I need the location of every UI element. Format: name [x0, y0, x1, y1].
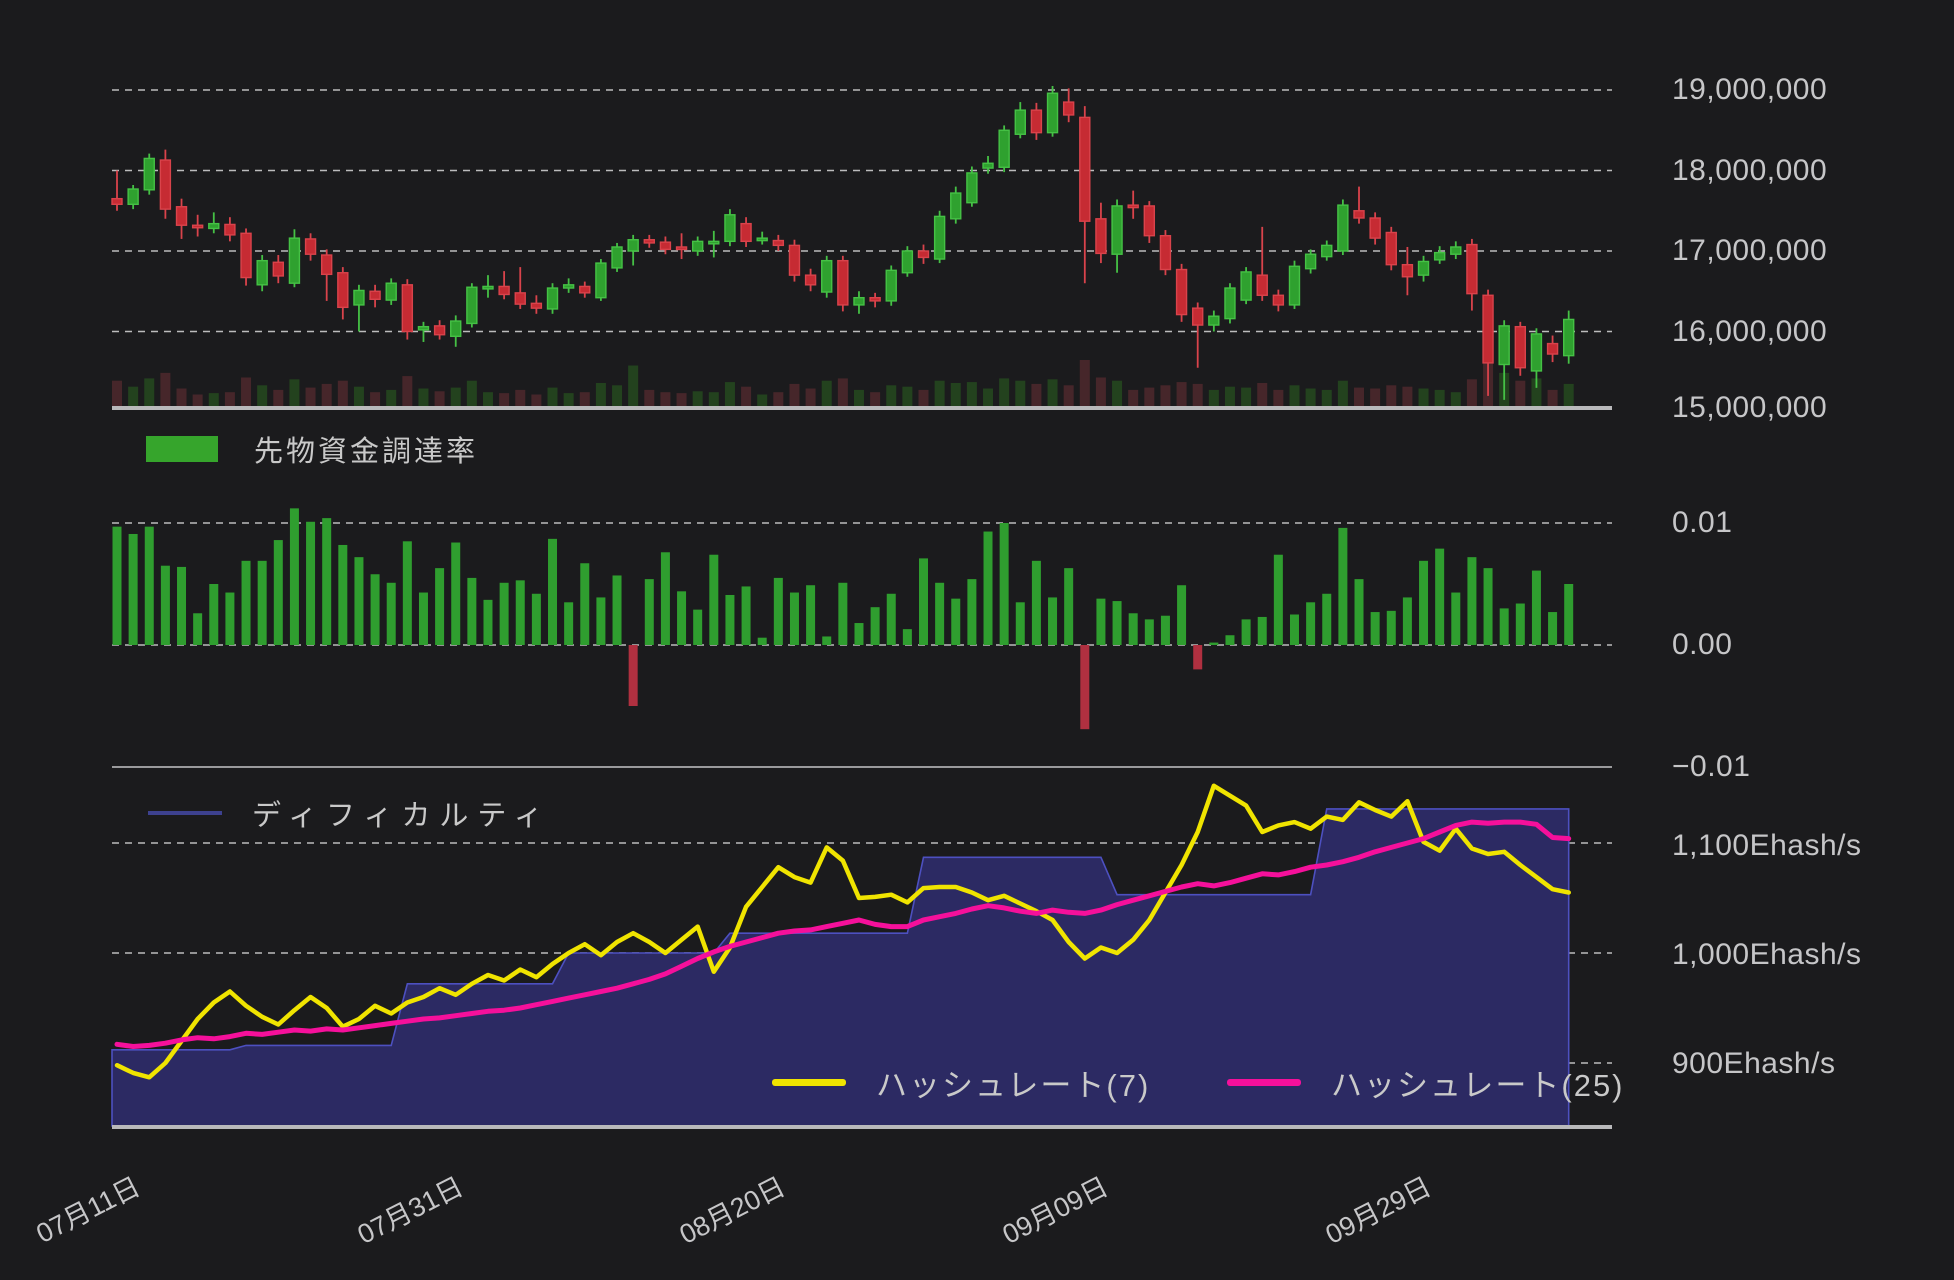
- funding-axis-tick: −0.01: [1672, 750, 1751, 783]
- hashrate25-legend-swatch: [1227, 1079, 1301, 1086]
- hashrate-axis-tick: 1,100Ehash/s: [1672, 829, 1862, 862]
- price-axis-tick: 19,000,000: [1672, 73, 1828, 106]
- price-axis-tick: 15,000,000: [1672, 391, 1828, 424]
- hashrate7-legend-label: ハッシュレート(7): [876, 1068, 1151, 1103]
- price-axis-tick: 18,000,000: [1672, 154, 1828, 187]
- funding-axis-tick: 0.01: [1672, 506, 1733, 539]
- price-axis-tick: 17,000,000: [1672, 234, 1828, 267]
- difficulty-legend-label: ディフィカルティ: [252, 800, 552, 832]
- legend-difficulty[interactable]: ディフィカルティ: [148, 792, 552, 834]
- price-axis-tick: 16,000,000: [1672, 315, 1828, 348]
- funding-legend-label: 先物資金調達率: [254, 436, 479, 468]
- hashrate25-legend-label: ハッシュレート(25): [1331, 1068, 1625, 1103]
- legend-funding-rate[interactable]: 先物資金調達率: [146, 428, 478, 470]
- hashrate-axis-tick: 900Ehash/s: [1672, 1047, 1836, 1080]
- legend-hashrate-7[interactable]: ハッシュレート(7): [772, 1060, 1150, 1105]
- difficulty-legend-swatch: [148, 811, 222, 815]
- hashrate7-legend-swatch: [772, 1079, 846, 1086]
- funding-axis-tick: 0.00: [1672, 628, 1733, 661]
- legend-hashrate-25[interactable]: ハッシュレート(25): [1227, 1060, 1625, 1105]
- hashrate-axis-tick: 1,000Ehash/s: [1672, 938, 1862, 971]
- funding-legend-swatch: [146, 436, 218, 462]
